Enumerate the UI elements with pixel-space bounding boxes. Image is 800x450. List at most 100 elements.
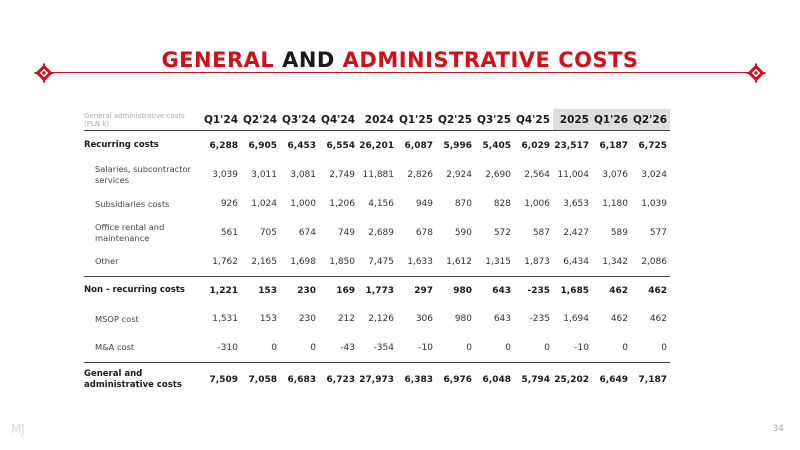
table-cell: 980: [454, 314, 472, 324]
table-cell: 0: [271, 342, 277, 353]
column-header: 2025: [553, 109, 592, 131]
table-cell: 0: [544, 342, 550, 353]
table-cell: 27,973: [358, 362, 397, 397]
table-cell: 462: [592, 276, 631, 305]
column-header: Q1'26: [592, 109, 631, 131]
table-cell: 23,517: [553, 130, 592, 161]
table-cell: 3,081: [290, 170, 316, 180]
table-cell: 561: [220, 228, 238, 238]
table-cell: 590: [454, 228, 472, 238]
table-cell: 5,405: [475, 130, 514, 161]
table-cell: 577: [649, 228, 667, 238]
table-cell: 6,683: [280, 362, 319, 397]
table-cell: 7,058: [241, 362, 280, 397]
table-cell: 7,187: [631, 362, 670, 397]
table-cell: 153: [259, 314, 277, 324]
table-cell: 2,924: [446, 170, 472, 180]
table-cell: 949: [415, 199, 433, 209]
table-cell: 230: [280, 276, 319, 305]
table-cell: 2,086: [641, 256, 667, 267]
table-cell: 1,342: [602, 256, 628, 267]
table-cell: 1,315: [485, 256, 511, 267]
table-cell: 1,762: [212, 256, 238, 267]
table-cell: 169: [319, 276, 358, 305]
table-cell: 1,024: [251, 199, 277, 209]
page-number: 34: [772, 424, 784, 434]
table-cell: 1,531: [212, 314, 238, 324]
right-ornament-icon: [746, 63, 766, 83]
table-cell: 6,288: [202, 130, 241, 161]
column-header: Q1'24: [203, 113, 238, 126]
table-cell: 6,187: [592, 130, 631, 161]
table-row: M&A cost -310 0 0 -43 -354 -10 0 0 0 -10 0 0: [84, 334, 670, 363]
table-cell: 462: [610, 314, 628, 324]
table-cell: -43: [340, 342, 355, 353]
left-ornament-icon: [34, 63, 54, 83]
page-title: General and Administrative costs: [0, 47, 800, 73]
row-label: Salaries, subcontractor services: [95, 164, 191, 185]
table-cell: 1,873: [524, 256, 550, 267]
table-cell: 2,690: [485, 170, 511, 180]
table-cell: 643: [475, 276, 514, 305]
table-cell: 0: [466, 342, 472, 353]
table-cell: 5,996: [436, 130, 475, 161]
table-cell: 11,004: [557, 170, 590, 180]
table-row: Subsidiaries costs 926 1,024 1,000 1,206 4,15…: [84, 190, 670, 219]
table-cell: 230: [298, 314, 316, 324]
table-cell: 2,826: [407, 170, 433, 180]
row-label: General and administrative costs: [84, 362, 202, 397]
table-cell: 870: [454, 199, 472, 209]
table-cell: 11,881: [362, 170, 395, 180]
table-cell: 0: [661, 342, 667, 353]
company-logo: MJ: [11, 422, 25, 436]
table-cell: 26,201: [358, 130, 397, 161]
table-cell: 7,509: [202, 362, 241, 397]
title-part-1: General: [161, 48, 275, 72]
table-cell: 3,076: [602, 170, 628, 180]
table-cell: 153: [241, 276, 280, 305]
column-header: Q4'24: [320, 113, 355, 126]
table-cell: 926: [220, 199, 238, 209]
table-cell: 5,794: [514, 362, 553, 397]
table-cell: 2,126: [368, 314, 394, 324]
table-cell: 6,976: [436, 362, 475, 397]
table-cell: -10: [418, 342, 433, 353]
table-cell: 643: [493, 314, 511, 324]
table-cell: 1,694: [563, 314, 589, 324]
table-cell: 0: [622, 342, 628, 353]
table-cell: 1,612: [446, 256, 472, 267]
table-cell: 6,087: [397, 130, 436, 161]
table-cell: 2,689: [368, 228, 394, 238]
column-header: Q1'25: [398, 113, 433, 126]
table-cell: 749: [337, 228, 355, 238]
table-cell: 3,024: [641, 170, 667, 180]
table-cell: 7,475: [368, 256, 394, 267]
title-divider: [50, 72, 749, 73]
table-cell: 1,206: [329, 199, 355, 209]
row-label: Non - recurring costs: [84, 276, 202, 305]
table-cell: 1,685: [553, 276, 592, 305]
table-cell: 297: [397, 276, 436, 305]
table-row: General and administrative costs 7,509 7,0…: [84, 362, 670, 397]
table-cell: 1,000: [290, 199, 316, 209]
row-label: M&A cost: [95, 342, 135, 353]
table-cell: 3,039: [212, 170, 238, 180]
table-cell: 1,698: [290, 256, 316, 267]
table-cell: 1,773: [358, 276, 397, 305]
table-row: MSOP cost 1,531 153 230 212 2,126 306 980 643 -23…: [84, 305, 670, 334]
column-header: Q4'25: [515, 113, 550, 126]
table-cell: -235: [529, 314, 550, 324]
table-cell: 212: [337, 314, 355, 324]
table-cell: 6,434: [563, 256, 589, 267]
row-label: Other: [95, 256, 119, 267]
column-header: Q2'26: [631, 109, 670, 131]
table-cell: 6,725: [631, 130, 670, 161]
table-row: Non - recurring costs 1,221 153 230 169 1,773…: [84, 276, 670, 305]
table-cell: 6,905: [241, 130, 280, 161]
table-cell: 705: [259, 228, 277, 238]
row-label: Office rental and maintenance: [95, 222, 165, 243]
table-cell: 1,850: [329, 256, 355, 267]
table-cell: 306: [415, 314, 433, 324]
table-cell: 6,029: [514, 130, 553, 161]
table-cell: 572: [493, 228, 511, 238]
